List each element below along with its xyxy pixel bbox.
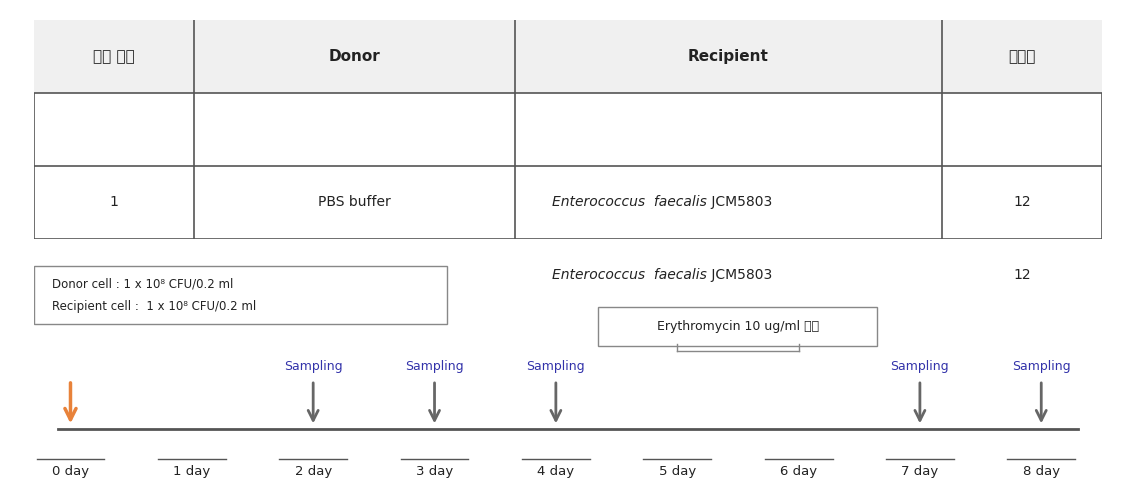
Text: 2 day: 2 day [294, 465, 332, 478]
Text: Donor cell : 1 x 10⁸ CFU/0.2 ml: Donor cell : 1 x 10⁸ CFU/0.2 ml [52, 278, 234, 291]
Text: 1 day: 1 day [173, 465, 210, 478]
Text: Enterococcus  faecalis: Enterococcus faecalis [552, 195, 707, 209]
Text: 동물수: 동물수 [1008, 49, 1036, 64]
Text: 2: 2 [110, 268, 118, 282]
Text: 0 day: 0 day [52, 465, 89, 478]
Text: 4 day: 4 day [537, 465, 575, 478]
Text: Sampling: Sampling [406, 360, 463, 373]
FancyBboxPatch shape [34, 20, 1102, 93]
Text: Recipient: Recipient [687, 49, 769, 64]
Text: Sampling: Sampling [527, 360, 585, 373]
FancyBboxPatch shape [34, 266, 446, 324]
Text: 12: 12 [1013, 195, 1030, 209]
Text: Enterococcus  faecalis: Enterococcus faecalis [552, 268, 707, 282]
Text: PBS buffer: PBS buffer [318, 195, 391, 209]
Text: Donor: Donor [328, 49, 381, 64]
Text: Sampling: Sampling [891, 360, 950, 373]
Text: 7 day: 7 day [901, 465, 938, 478]
Text: 12: 12 [1013, 268, 1030, 282]
Text: Myostatin 발현 면역유산균: Myostatin 발현 면역유산균 [286, 268, 423, 282]
Text: JCM5803: JCM5803 [707, 195, 772, 209]
Text: 3 day: 3 day [416, 465, 453, 478]
Text: 8 day: 8 day [1022, 465, 1060, 478]
FancyBboxPatch shape [599, 307, 877, 346]
Text: 6 day: 6 day [780, 465, 817, 478]
Text: Erythromycin 10 ug/ml 공급: Erythromycin 10 ug/ml 공급 [657, 320, 819, 333]
Text: 실험 그룹: 실험 그룹 [93, 49, 135, 64]
Text: Sampling: Sampling [284, 360, 342, 373]
Text: 5 day: 5 day [659, 465, 696, 478]
Text: Recipient cell :  1 x 10⁸ CFU/0.2 ml: Recipient cell : 1 x 10⁸ CFU/0.2 ml [52, 300, 257, 313]
Text: 1: 1 [110, 195, 118, 209]
Text: Sampling: Sampling [1012, 360, 1070, 373]
Text: JCM5803: JCM5803 [707, 268, 772, 282]
